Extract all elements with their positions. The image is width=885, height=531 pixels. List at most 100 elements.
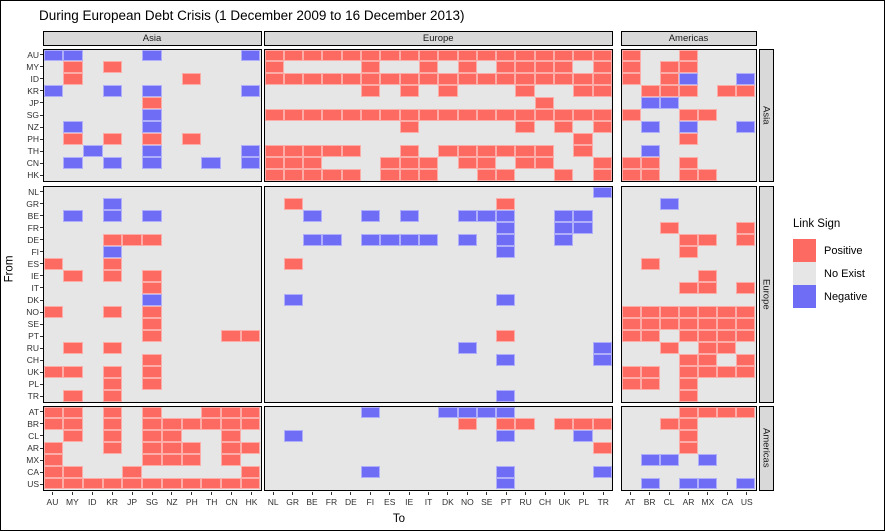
heatmap-cell xyxy=(241,318,261,330)
heatmap-cell xyxy=(303,144,323,157)
y-tick-mark xyxy=(39,423,43,425)
heatmap-cell xyxy=(458,294,477,306)
heatmap-panel-asia-europe xyxy=(263,48,613,182)
heatmap-cell xyxy=(622,258,641,270)
heatmap-cell xyxy=(438,222,457,234)
x-tick-mark xyxy=(486,491,488,495)
heatmap-cell xyxy=(418,73,439,86)
heatmap-cell xyxy=(477,342,496,354)
heatmap-cell xyxy=(83,342,103,354)
heatmap-cell xyxy=(400,330,419,342)
heatmap-cell xyxy=(621,61,641,74)
heatmap-cell xyxy=(83,258,103,270)
heatmap-cell xyxy=(622,418,641,430)
heatmap-cell xyxy=(303,430,322,442)
heatmap-cell xyxy=(458,85,477,97)
heatmap-cell xyxy=(380,430,399,442)
heatmap-cell xyxy=(322,454,341,466)
heatmap-cell xyxy=(717,97,736,109)
heatmap-cell xyxy=(477,133,496,145)
heatmap-cell xyxy=(573,49,593,62)
heatmap-cell xyxy=(102,430,123,443)
heatmap-cell xyxy=(717,50,736,62)
heatmap-cell xyxy=(717,222,736,234)
heatmap-cell xyxy=(458,198,477,210)
heatmap-cell xyxy=(241,210,261,222)
heatmap-cell xyxy=(102,418,123,431)
heatmap-cell xyxy=(182,407,202,419)
heatmap-cell xyxy=(182,169,202,181)
heatmap-cell xyxy=(573,466,592,478)
y-tick-label: IT xyxy=(31,282,39,293)
heatmap-cell xyxy=(457,341,477,354)
heatmap-cell xyxy=(63,85,83,97)
x-tick-mark xyxy=(211,491,213,495)
heatmap-cell xyxy=(593,282,612,294)
heatmap-cell xyxy=(361,198,380,210)
heatmap-cell xyxy=(717,61,736,73)
heatmap-cell xyxy=(698,305,718,318)
x-tick-label: PT xyxy=(500,497,512,507)
heatmap-cell xyxy=(622,430,641,442)
heatmap-cell xyxy=(535,454,554,466)
heatmap-cell xyxy=(515,144,535,157)
heatmap-cell xyxy=(593,430,612,442)
heatmap-cell xyxy=(593,210,612,222)
heatmap-cell xyxy=(303,156,323,169)
heatmap-cell xyxy=(142,377,162,390)
heatmap-cell xyxy=(438,418,457,430)
heatmap-cell xyxy=(535,418,554,430)
y-tick-mark xyxy=(39,215,43,217)
heatmap-cell xyxy=(162,109,182,121)
heatmap-cell xyxy=(142,61,162,73)
heatmap-cell xyxy=(342,366,361,378)
heatmap-cell xyxy=(457,61,477,74)
heatmap-cell xyxy=(593,198,612,210)
heatmap-cell xyxy=(63,73,83,86)
heatmap-cell xyxy=(477,466,496,478)
heatmap-cell xyxy=(458,378,477,390)
facet-strip-col-europe: Europe xyxy=(263,30,613,46)
heatmap-cell xyxy=(622,294,641,306)
heatmap-cell xyxy=(458,454,477,466)
heatmap-cell xyxy=(438,61,457,73)
heatmap-cell xyxy=(534,97,555,110)
heatmap-cell xyxy=(283,73,304,86)
heatmap-cell xyxy=(515,418,535,431)
heatmap-cell xyxy=(515,97,534,109)
heatmap-cell xyxy=(221,406,241,419)
heatmap-cell xyxy=(698,187,717,199)
heatmap-cell xyxy=(660,246,679,258)
y-tick-label: TR xyxy=(27,391,39,402)
heatmap-cell xyxy=(736,157,755,169)
heatmap-cell xyxy=(438,390,457,402)
heatmap-cell xyxy=(717,305,737,318)
heatmap-cell xyxy=(380,187,399,199)
heatmap-cell xyxy=(361,85,381,98)
heatmap-cell xyxy=(241,294,261,306)
heatmap-cell xyxy=(241,133,261,145)
y-tick-label: NZ xyxy=(27,122,39,133)
heatmap-cell xyxy=(322,270,341,282)
x-tick-label: TH xyxy=(206,497,218,507)
heatmap-cell xyxy=(400,430,419,442)
heatmap-cell xyxy=(400,133,419,145)
heatmap-cell xyxy=(554,390,573,402)
heatmap-cell xyxy=(457,406,477,419)
heatmap-cell xyxy=(265,390,284,402)
heatmap-cell xyxy=(399,210,419,223)
heatmap-cell xyxy=(592,61,612,74)
heatmap-cell xyxy=(221,270,241,282)
heatmap-cell xyxy=(221,442,241,454)
heatmap-cell xyxy=(659,453,679,466)
heatmap-cell xyxy=(43,442,64,454)
heatmap-cell xyxy=(573,187,592,199)
heatmap-cell xyxy=(698,198,717,210)
heatmap-cell xyxy=(457,144,477,157)
heatmap-cell xyxy=(458,318,477,330)
heatmap-cell xyxy=(640,453,660,466)
heatmap-cell xyxy=(83,210,103,222)
heatmap-cell xyxy=(122,73,142,85)
heatmap-cell xyxy=(122,97,142,109)
heatmap-cell xyxy=(380,442,399,454)
